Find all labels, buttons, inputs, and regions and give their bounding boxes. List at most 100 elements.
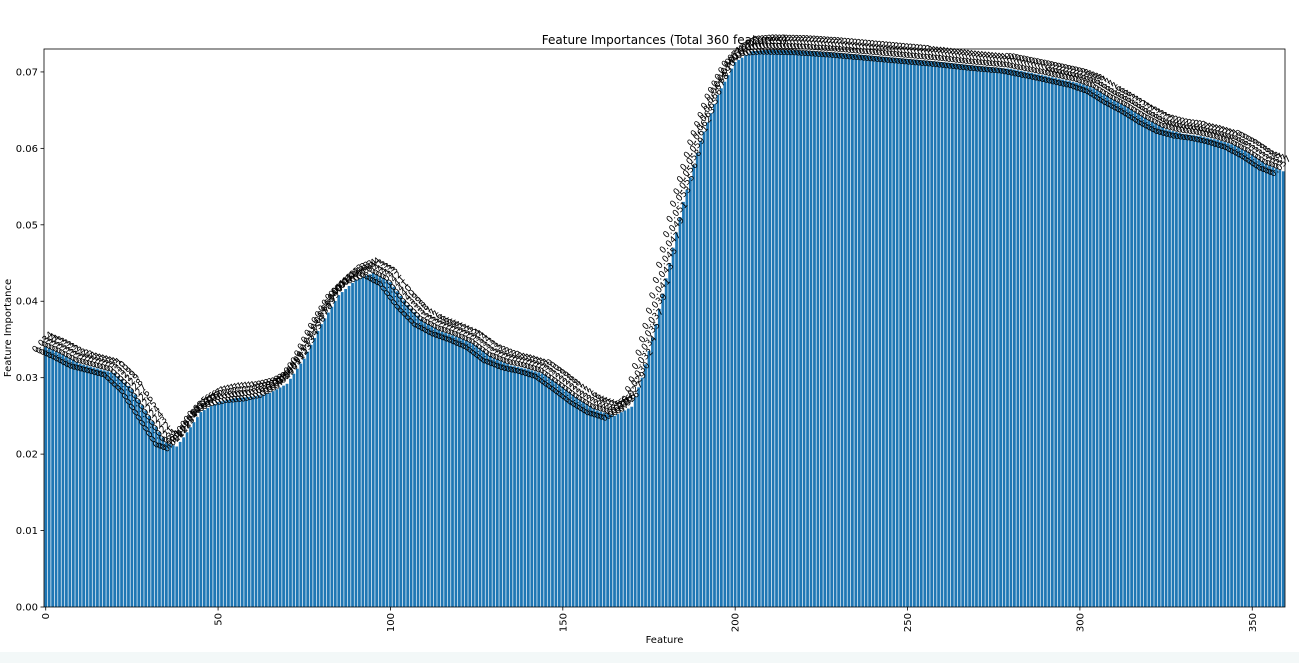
bar-feature-238 <box>864 55 868 607</box>
bar-feature-279 <box>1006 68 1009 607</box>
bar-feature-53 <box>227 399 230 607</box>
y-axis: 0.00 0.01 0.02 0.03 0.04 0.05 0.06 0.07 <box>16 67 44 614</box>
bar-feature-140 <box>526 369 530 607</box>
bar-feature-228 <box>830 52 834 608</box>
bar-feature-160 <box>595 410 599 607</box>
bar-feature-89 <box>351 282 354 607</box>
x-axis-label: Feature <box>646 635 684 646</box>
bar-feature-168 <box>623 410 627 607</box>
bars-layer <box>44 49 1285 608</box>
bar-feature-12 <box>85 365 89 607</box>
bar-feature-257 <box>930 61 934 607</box>
bar-feature-153 <box>571 394 575 607</box>
bar-feature-16 <box>99 369 103 607</box>
bar-feature-183 <box>675 232 678 607</box>
bar-feature-357 <box>1275 168 1278 607</box>
bar-feature-263 <box>950 63 954 607</box>
bar-feature-103 <box>399 295 403 607</box>
bar-feature-82 <box>327 312 330 607</box>
bar-feature-117 <box>447 334 451 607</box>
bar-feature-164 <box>609 414 613 607</box>
bar-feature-108 <box>416 315 420 607</box>
bar-feature-339 <box>1212 139 1216 607</box>
bar-feature-76 <box>306 351 310 607</box>
bar-feature-188 <box>692 165 696 607</box>
bar-feature-71 <box>289 378 292 607</box>
bar-feature-27 <box>137 399 141 607</box>
bar-feature-265 <box>957 63 961 608</box>
bar-feature-299 <box>1075 82 1078 607</box>
bar-feature-258 <box>933 61 937 607</box>
bar-feature-298 <box>1071 81 1075 608</box>
bar-feature-197 <box>723 81 727 608</box>
bar-feature-52 <box>223 400 227 607</box>
bar-feature-123 <box>468 342 472 607</box>
bar-feature-239 <box>868 55 871 607</box>
bar-feature-7 <box>68 358 72 607</box>
bar-feature-317 <box>1137 113 1140 608</box>
bar-feature-321 <box>1150 121 1154 608</box>
bar-feature-116 <box>444 333 447 607</box>
bar-feature-249 <box>902 58 906 607</box>
bar-feature-132 <box>499 361 503 607</box>
x-tick-label: 150 <box>558 613 569 632</box>
bar-feature-205 <box>751 51 754 608</box>
bar-feature-111 <box>426 324 430 607</box>
bar-feature-340 <box>1216 139 1220 607</box>
bar-feature-10 <box>78 363 82 607</box>
bar-feature-83 <box>330 306 334 607</box>
bar-feature-212 <box>775 49 778 608</box>
bar-feature-318 <box>1140 115 1144 607</box>
bar-feature-150 <box>561 386 565 607</box>
bar-feature-19 <box>109 372 113 607</box>
bar-feature-96 <box>375 274 379 607</box>
bar-feature-21 <box>116 376 120 607</box>
bar-feature-296 <box>1064 80 1068 608</box>
bar-feature-191 <box>702 131 706 608</box>
bar-feature-154 <box>575 397 578 607</box>
bar-feature-306 <box>1099 91 1102 607</box>
bar-feature-139 <box>523 368 527 607</box>
bar-feature-86 <box>340 292 344 607</box>
bar-feature-236 <box>857 54 861 608</box>
bottom-strip <box>0 652 1299 663</box>
bar-feature-266 <box>961 64 965 608</box>
bar-feature-297 <box>1068 81 1071 608</box>
bar-feature-0 <box>44 347 48 607</box>
bar-feature-359 <box>1281 171 1285 608</box>
bar-feature-144 <box>540 373 544 607</box>
bar-feature-29 <box>144 410 148 607</box>
bar-feature-332 <box>1188 134 1192 607</box>
bar-feature-242 <box>878 56 882 608</box>
bar-feature-260 <box>940 61 944 608</box>
bar-feature-120 <box>458 337 461 607</box>
bar-feature-79 <box>316 331 320 607</box>
bar-feature-42 <box>189 427 192 607</box>
bar-feature-231 <box>840 53 844 607</box>
bar-feature-334 <box>1195 135 1199 607</box>
plot-frame <box>43 48 1286 608</box>
bar-feature-61 <box>254 396 258 607</box>
bar-feature-264 <box>954 63 958 607</box>
x-tick-label: 50 <box>214 613 225 626</box>
bar-feature-50 <box>216 402 220 607</box>
bar-feature-350 <box>1250 154 1254 608</box>
bar-feature-216 <box>788 50 792 608</box>
bar-feature-192 <box>706 122 709 607</box>
bar-feature-286 <box>1030 73 1034 607</box>
bar-feature-34 <box>161 437 165 607</box>
bar-feature-25 <box>130 389 134 607</box>
bar-feature-175 <box>647 350 651 607</box>
bar-feature-288 <box>1037 74 1040 607</box>
bar-feature-355 <box>1268 165 1271 607</box>
bar-feature-328 <box>1175 132 1178 607</box>
bar-feature-314 <box>1126 107 1130 608</box>
bar-feature-121 <box>461 339 465 607</box>
bar-feature-106 <box>409 308 413 607</box>
bar-feature-81 <box>323 318 327 607</box>
bar-feature-74 <box>299 363 303 607</box>
bar-feature-165 <box>613 415 616 607</box>
bar-feature-270 <box>975 65 978 607</box>
bar-feature-179 <box>661 293 665 607</box>
bar-feature-128 <box>485 353 489 607</box>
